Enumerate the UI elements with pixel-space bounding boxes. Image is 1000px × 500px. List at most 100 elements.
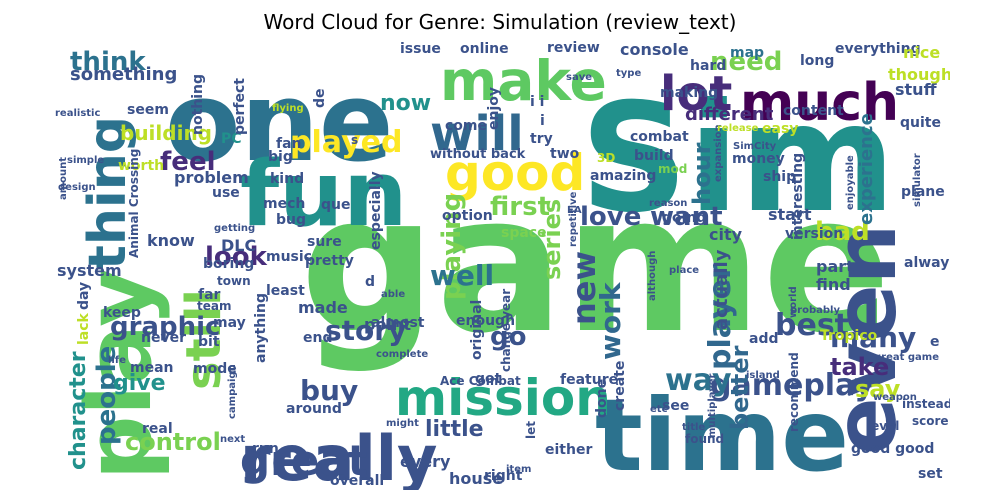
word-que: que [321,197,350,213]
word-probably: probably [790,305,840,316]
word-give: give [113,371,166,396]
word-review: review [547,40,600,56]
word-quite: quite [900,115,941,131]
word-bug: bug [276,212,306,228]
word-game: game [300,154,891,375]
word-issue: issue [400,41,441,57]
word-think: think [70,47,146,77]
word-best: best [775,308,849,343]
word-little: little [425,417,484,442]
word-repetitive: repetitive [568,191,579,247]
word-new: new [565,251,603,325]
word-use: use [212,185,240,201]
word-one: one [165,58,394,186]
word-music: music [266,249,312,265]
word-fun: fun [240,142,407,247]
word-problem: problem [174,168,249,187]
word-content: content [783,103,844,119]
word-thing: thing [78,116,138,270]
word-s: s [351,133,358,147]
word-simcity: SimCity [733,141,777,152]
word-e: e [930,334,940,350]
word-design: design [58,182,96,193]
word-real: real [142,421,173,437]
word-playing: playing [437,193,467,300]
word-online: online [460,41,509,57]
word-anything: anything [253,293,269,363]
word-world: world [788,286,799,318]
word-now: now [380,91,431,116]
word-play: play [67,268,172,480]
word-big: big [268,149,293,165]
word-hard: hard [690,58,726,74]
word-better: better [726,345,754,430]
word-try: try [530,131,553,147]
word-graphic: graphic [110,312,220,342]
word-console: console [620,40,689,59]
word-island: island [746,370,780,381]
word-money: money [732,151,785,167]
word-far: far [198,287,221,303]
word-might: might [386,418,419,429]
word-almost: almost [371,315,425,331]
word-see: see [662,398,689,414]
word-much: much [740,73,899,133]
word-right: right [484,468,523,484]
word-life: life [108,355,126,366]
word-run: run [252,441,279,457]
word-take: take [830,353,889,381]
word-great: great [240,436,368,485]
word-love: love [580,202,641,232]
word-realistic: realistic [55,108,100,119]
word-release: release [717,123,759,134]
word-even: even [817,224,916,455]
word-lack: lack [76,312,92,345]
word-character: character [66,351,91,470]
word-town: town [217,274,251,288]
word-mean: mean [130,360,174,376]
word-perfect: perfect [232,78,248,135]
word-good: good [445,144,585,202]
word-part: part [816,257,854,276]
word-i: i [540,113,545,129]
word-mission: mission [395,369,611,427]
word-ship: ship [763,169,796,185]
word-tropico: Tropico [820,328,878,344]
word-come: come [445,118,487,134]
word-save: save [566,72,592,83]
word-made: made [298,298,348,317]
word-feel: feel [160,147,216,177]
word-gameplay: gameplay [710,368,874,403]
word-look: look [205,242,268,272]
word-find: find [816,275,851,294]
word-bad: bad [815,217,870,247]
word-type: type [616,68,641,79]
word-let: let [524,421,538,439]
word-work: work [594,281,627,360]
word-least: least [266,283,305,299]
word-overall: overall [330,473,384,489]
word-well: well [430,259,494,292]
word-never: never [141,330,186,346]
word-around: around [286,401,342,417]
word-lot: lot [660,66,732,122]
word-map: map [730,45,764,61]
word-dlc: DLC [221,236,256,255]
word-instead: instead [902,397,950,411]
word-weapon: weapon [873,392,917,403]
word-different: different [685,104,774,125]
word-original: original [469,300,485,360]
word-sim: Sim [580,72,896,246]
word-although: although [647,251,658,301]
word-option: option [442,208,493,224]
word-played: played [290,125,402,160]
word-going: going [662,210,706,226]
word-system: system [57,261,122,280]
word-space: space [501,225,547,241]
word-nothing: nothing [190,74,206,135]
word-getting: getting [214,223,255,234]
word-actually: actually [711,249,732,330]
word-first: first [490,192,550,222]
word-set: set [918,466,943,482]
